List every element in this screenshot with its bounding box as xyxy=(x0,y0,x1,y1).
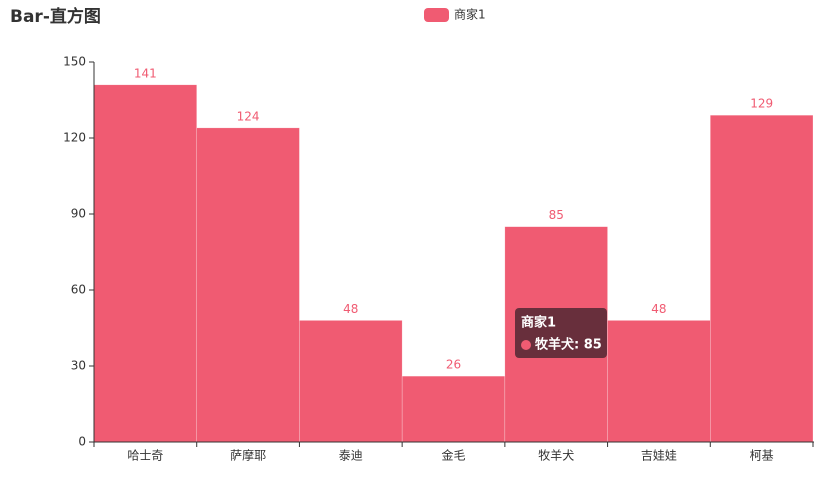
y-tick-label: 150 xyxy=(63,55,86,69)
chart-title: Bar-直方图 xyxy=(10,6,101,27)
legend-swatch xyxy=(424,8,449,22)
y-tick-label: 120 xyxy=(63,131,86,145)
x-tick-label: 萨摩耶 xyxy=(230,448,266,463)
x-tick-label: 金毛 xyxy=(441,448,465,463)
y-tick-label: 60 xyxy=(71,283,86,297)
y-tick-label: 90 xyxy=(71,207,86,221)
value-label: 85 xyxy=(549,208,564,222)
tooltip-marker xyxy=(521,340,531,350)
bar xyxy=(93,84,197,443)
tooltip-text: 牧羊犬: 85 xyxy=(535,337,602,353)
tooltip-box xyxy=(515,308,607,358)
x-tick-label: 吉娃娃 xyxy=(641,449,677,463)
tooltip-title: 商家1 xyxy=(521,315,556,331)
bar xyxy=(196,127,300,443)
value-label: 26 xyxy=(446,358,461,372)
tooltip: 商家1 牧羊犬: 85 xyxy=(515,308,607,358)
y-tick-label: 0 xyxy=(78,435,86,449)
x-tick-label: 柯基 xyxy=(750,449,774,463)
legend-label: 商家1 xyxy=(454,7,486,22)
value-label: 124 xyxy=(237,109,260,123)
bar xyxy=(401,375,506,443)
x-tick-label: 泰迪 xyxy=(339,449,363,463)
value-label: 48 xyxy=(651,302,666,316)
value-label: 129 xyxy=(750,97,773,111)
y-tick-label: 30 xyxy=(71,359,86,373)
value-label: 141 xyxy=(134,66,157,80)
x-tick-label: 哈士奇 xyxy=(127,449,163,463)
bar xyxy=(710,114,814,443)
bar xyxy=(607,320,711,443)
value-label: 48 xyxy=(343,302,358,316)
x-tick-label: 牧羊犬 xyxy=(538,448,574,463)
bar xyxy=(299,320,403,443)
